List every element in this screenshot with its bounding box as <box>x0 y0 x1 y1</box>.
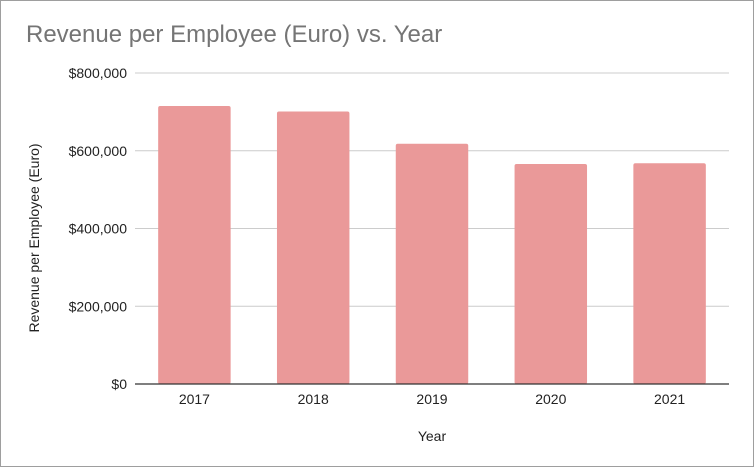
x-axis-title: Year <box>418 428 447 444</box>
x-tick-label: 2017 <box>179 391 210 407</box>
x-tick-label: 2018 <box>298 391 329 407</box>
y-tick-label: $0 <box>111 376 127 392</box>
y-tick-label: $400,000 <box>69 221 128 237</box>
x-tick-label: 2019 <box>416 391 447 407</box>
bar-2021 <box>633 163 706 384</box>
x-tick-label: 2020 <box>535 391 566 407</box>
bar-2017 <box>158 106 231 384</box>
y-tick-label: $800,000 <box>69 65 128 81</box>
bars <box>135 106 729 385</box>
y-tick-label: $200,000 <box>69 298 128 314</box>
bar-2018 <box>276 111 350 384</box>
bar-2019 <box>395 143 469 384</box>
bar-2020 <box>514 163 588 384</box>
y-axis-title: Revenue per Employee (Euro) <box>26 143 42 332</box>
y-tick-label: $600,000 <box>69 143 128 159</box>
x-tick-labels: 2017 2018 2019 2020 2021 <box>179 391 686 407</box>
y-tick-labels: $0 $200,000 $400,000 $600,000 $800,000 <box>69 65 128 392</box>
x-tick-label: 2021 <box>654 391 685 407</box>
chart-title: Revenue per Employee (Euro) vs. Year <box>26 21 443 48</box>
